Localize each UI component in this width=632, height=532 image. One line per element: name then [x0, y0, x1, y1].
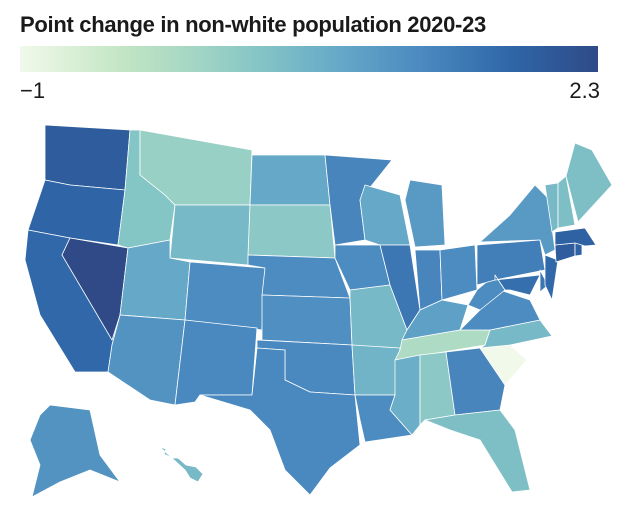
state-fl[interactable]: [424, 409, 531, 493]
state-ak[interactable]: [29, 404, 121, 498]
legend-min-label: −1: [20, 78, 46, 103]
state-mi[interactable]: [404, 179, 446, 248]
state-ga[interactable]: [445, 347, 506, 416]
state-ct[interactable]: [554, 242, 576, 263]
state-pa[interactable]: [476, 239, 546, 286]
state-in[interactable]: [414, 249, 443, 311]
state-oh[interactable]: [439, 244, 478, 301]
state-wy[interactable]: [169, 204, 251, 266]
state-az[interactable]: [107, 314, 186, 406]
state-wi[interactable]: [359, 184, 411, 246]
state-sd[interactable]: [247, 204, 336, 259]
color-legend-bar: [20, 46, 598, 72]
state-nh[interactable]: [557, 175, 576, 229]
state-wa[interactable]: [44, 124, 131, 191]
state-me[interactable]: [565, 142, 613, 223]
state-ar[interactable]: [351, 344, 401, 396]
state-co[interactable]: [184, 261, 266, 331]
state-nv[interactable]: [61, 237, 129, 341]
state-nm[interactable]: [174, 319, 258, 406]
map-title: Point change in non-white population 202…: [20, 12, 486, 37]
state-hi[interactable]: [159, 446, 204, 483]
state-ma[interactable]: [554, 227, 597, 247]
state-tx[interactable]: [199, 347, 361, 496]
state-nd[interactable]: [249, 154, 331, 206]
state-ks[interactable]: [261, 294, 353, 346]
legend-max-label: 2.3: [569, 78, 600, 103]
